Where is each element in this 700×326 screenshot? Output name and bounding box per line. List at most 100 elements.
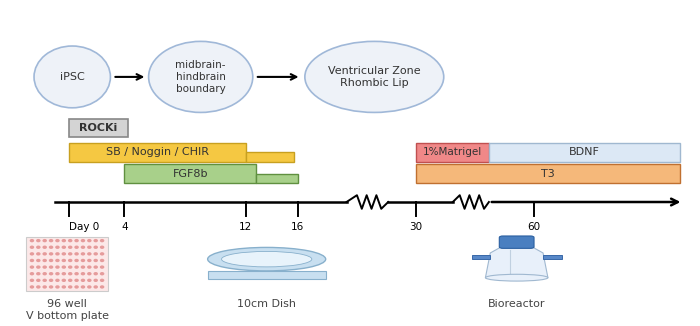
- Ellipse shape: [43, 245, 47, 249]
- FancyBboxPatch shape: [416, 164, 680, 184]
- Ellipse shape: [94, 272, 98, 275]
- Polygon shape: [485, 247, 548, 278]
- Ellipse shape: [68, 245, 73, 249]
- Text: 1%Matrigel: 1%Matrigel: [423, 147, 482, 157]
- Ellipse shape: [74, 259, 79, 262]
- Ellipse shape: [87, 279, 92, 282]
- Ellipse shape: [74, 265, 79, 269]
- Ellipse shape: [43, 285, 47, 289]
- Ellipse shape: [94, 265, 98, 269]
- FancyBboxPatch shape: [416, 143, 489, 162]
- FancyBboxPatch shape: [489, 143, 680, 162]
- Ellipse shape: [43, 239, 47, 242]
- Text: Day 0: Day 0: [69, 222, 99, 232]
- Ellipse shape: [148, 41, 253, 112]
- Ellipse shape: [62, 279, 66, 282]
- Ellipse shape: [49, 245, 53, 249]
- Ellipse shape: [80, 285, 85, 289]
- Ellipse shape: [80, 259, 85, 262]
- Ellipse shape: [55, 285, 60, 289]
- Ellipse shape: [49, 265, 53, 269]
- Ellipse shape: [49, 285, 53, 289]
- Ellipse shape: [94, 259, 98, 262]
- Ellipse shape: [100, 239, 104, 242]
- Ellipse shape: [94, 252, 98, 256]
- Ellipse shape: [34, 46, 111, 108]
- Ellipse shape: [100, 285, 104, 289]
- Ellipse shape: [74, 239, 79, 242]
- Ellipse shape: [74, 279, 79, 282]
- Ellipse shape: [74, 272, 79, 275]
- Ellipse shape: [87, 272, 92, 275]
- Polygon shape: [472, 255, 490, 259]
- Ellipse shape: [29, 285, 34, 289]
- Ellipse shape: [68, 259, 73, 262]
- Ellipse shape: [49, 252, 53, 256]
- Text: 96 well
V bottom plate: 96 well V bottom plate: [25, 299, 108, 321]
- FancyBboxPatch shape: [246, 152, 295, 162]
- Ellipse shape: [68, 239, 73, 242]
- FancyBboxPatch shape: [26, 237, 108, 291]
- Ellipse shape: [100, 245, 104, 249]
- Ellipse shape: [100, 259, 104, 262]
- Ellipse shape: [100, 272, 104, 275]
- Ellipse shape: [55, 272, 60, 275]
- Ellipse shape: [55, 265, 60, 269]
- Ellipse shape: [36, 239, 41, 242]
- Ellipse shape: [55, 239, 60, 242]
- Ellipse shape: [36, 285, 41, 289]
- Text: 30: 30: [410, 222, 423, 232]
- Ellipse shape: [55, 245, 60, 249]
- Ellipse shape: [305, 41, 444, 112]
- Ellipse shape: [29, 272, 34, 275]
- Ellipse shape: [29, 252, 34, 256]
- Ellipse shape: [55, 259, 60, 262]
- Ellipse shape: [43, 272, 47, 275]
- Ellipse shape: [36, 272, 41, 275]
- Ellipse shape: [43, 259, 47, 262]
- Ellipse shape: [68, 279, 73, 282]
- Ellipse shape: [29, 279, 34, 282]
- Ellipse shape: [208, 247, 326, 271]
- Text: 4: 4: [121, 222, 127, 232]
- Ellipse shape: [68, 272, 73, 275]
- Ellipse shape: [36, 252, 41, 256]
- Text: 60: 60: [528, 222, 540, 232]
- Text: SB / Noggin / CHIR: SB / Noggin / CHIR: [106, 147, 209, 157]
- Text: 12: 12: [239, 222, 253, 232]
- Ellipse shape: [62, 245, 66, 249]
- Text: Ventricular Zone
Rhombic Lip: Ventricular Zone Rhombic Lip: [328, 66, 421, 88]
- Ellipse shape: [43, 252, 47, 256]
- Polygon shape: [543, 255, 562, 259]
- Ellipse shape: [36, 265, 41, 269]
- Ellipse shape: [87, 252, 92, 256]
- Ellipse shape: [49, 239, 53, 242]
- Ellipse shape: [80, 252, 85, 256]
- Ellipse shape: [62, 272, 66, 275]
- Ellipse shape: [36, 279, 41, 282]
- FancyBboxPatch shape: [499, 236, 534, 248]
- Ellipse shape: [49, 259, 53, 262]
- Ellipse shape: [62, 285, 66, 289]
- Ellipse shape: [94, 239, 98, 242]
- Ellipse shape: [43, 265, 47, 269]
- FancyBboxPatch shape: [69, 119, 128, 137]
- Ellipse shape: [100, 252, 104, 256]
- Ellipse shape: [68, 285, 73, 289]
- Ellipse shape: [94, 285, 98, 289]
- Ellipse shape: [80, 239, 85, 242]
- Ellipse shape: [100, 265, 104, 269]
- Ellipse shape: [55, 252, 60, 256]
- FancyBboxPatch shape: [256, 173, 298, 184]
- Ellipse shape: [87, 239, 92, 242]
- Ellipse shape: [80, 272, 85, 275]
- Ellipse shape: [80, 245, 85, 249]
- Ellipse shape: [55, 279, 60, 282]
- Ellipse shape: [68, 252, 73, 256]
- Ellipse shape: [49, 272, 53, 275]
- Ellipse shape: [74, 285, 79, 289]
- Ellipse shape: [62, 259, 66, 262]
- Ellipse shape: [29, 265, 34, 269]
- Ellipse shape: [87, 265, 92, 269]
- Ellipse shape: [62, 239, 66, 242]
